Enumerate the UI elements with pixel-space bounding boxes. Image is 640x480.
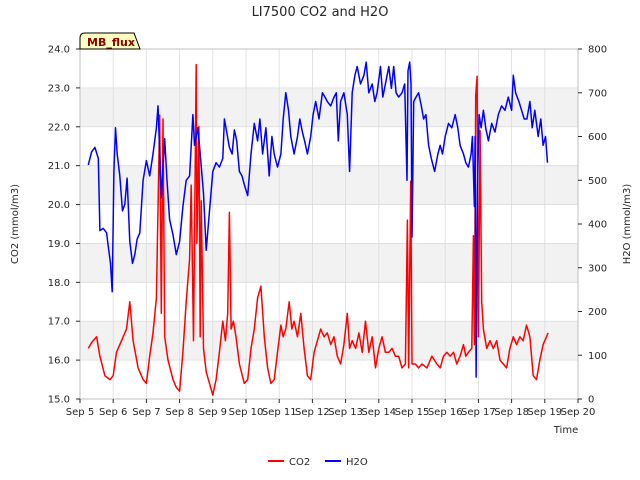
y-left-axis-ticks: 15.0 16.0 17.0 18.0 19.0 20.0 21.0 22.0 23.0 24.0 xyxy=(48,45,80,406)
x-tick-label: Sep 11 xyxy=(262,407,297,418)
y-left-tick-label: 18.0 xyxy=(48,278,70,289)
y-right-tick-label: 700 xyxy=(588,88,607,99)
x-tick-label: Sep 13 xyxy=(328,407,363,418)
band-2 xyxy=(80,165,578,205)
chart-title: LI7500 CO2 and H2O xyxy=(252,5,389,20)
x-tick-label: Sep 19 xyxy=(527,407,562,418)
badge-background xyxy=(79,32,141,50)
x-tick-label: Sep 8 xyxy=(165,407,193,418)
y-left-tick-label: 17.0 xyxy=(48,317,70,328)
x-axis-label: Time xyxy=(553,425,578,436)
y-right-axis-ticks: 0 100 200 300 400 500 600 700 800 xyxy=(578,45,607,406)
x-tick-label: Sep 5 xyxy=(66,407,94,418)
x-tick-label: Sep 16 xyxy=(428,407,463,418)
y-left-tick-label: 24.0 xyxy=(48,45,70,56)
y-left-tick-label: 15.0 xyxy=(48,395,70,406)
y-right-tick-label: 200 xyxy=(588,307,607,318)
y-right-tick-label: 500 xyxy=(588,176,607,187)
x-tick-label: Sep 9 xyxy=(199,407,227,418)
y-right-axis-label: H2O (mmol/m3) xyxy=(622,184,633,265)
series-line-co2 xyxy=(87,63,549,396)
y-right-tick-label: 600 xyxy=(588,132,607,143)
mb-flux-badge: MB_flux xyxy=(79,32,141,50)
x-tick-label: Sep 17 xyxy=(461,407,496,418)
x-tick-label: Sep 20 xyxy=(561,407,596,418)
y-left-axis-label: CO2 (mmol/m3) xyxy=(10,184,21,264)
x-tick-label: Sep 18 xyxy=(494,407,529,418)
badge-label: MB_flux xyxy=(87,36,135,49)
y-left-tick-label: 21.0 xyxy=(48,161,70,172)
y-left-tick-label: 23.0 xyxy=(48,83,70,94)
x-tick-label: Sep 15 xyxy=(395,407,430,418)
x-tick-label: Sep 7 xyxy=(132,407,160,418)
y-right-tick-label: 800 xyxy=(588,45,607,56)
y-right-tick-label: 100 xyxy=(588,351,607,362)
y-right-tick-label: 300 xyxy=(588,263,607,274)
x-tick-label: Sep 6 xyxy=(99,407,127,418)
y-right-tick-label: 400 xyxy=(588,220,607,231)
x-tick-label: Sep 14 xyxy=(361,407,396,418)
series-line-h2o xyxy=(87,61,549,378)
series-layer xyxy=(87,61,549,396)
y-left-tick-label: 16.0 xyxy=(48,356,70,367)
legend-h2o-label: H2O xyxy=(346,457,368,468)
y-right-tick-label: 0 xyxy=(588,395,594,406)
y-left-tick-label: 22.0 xyxy=(48,122,70,133)
legend-co2-label: CO2 xyxy=(289,457,310,468)
legend: CO2 H2O xyxy=(268,457,368,468)
x-tick-label: Sep 12 xyxy=(295,407,330,418)
y-left-tick-label: 19.0 xyxy=(48,239,70,250)
band-1 xyxy=(80,243,578,283)
y-left-tick-label: 20.0 xyxy=(48,200,70,211)
x-tick-label: Sep 10 xyxy=(229,407,264,418)
